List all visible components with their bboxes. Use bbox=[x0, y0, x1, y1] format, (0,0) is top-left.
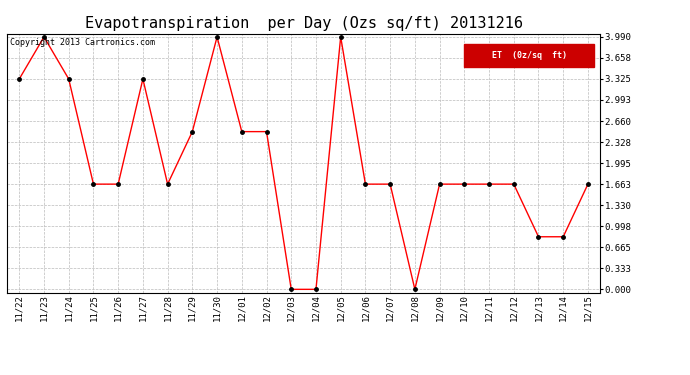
Bar bbox=[464, 44, 594, 68]
Title: Evapotranspiration  per Day (Ozs sq/ft) 20131216: Evapotranspiration per Day (Ozs sq/ft) 2… bbox=[85, 16, 522, 31]
Text: ET  (0z/sq  ft): ET (0z/sq ft) bbox=[491, 51, 566, 60]
Text: Copyright 2013 Cartronics.com: Copyright 2013 Cartronics.com bbox=[10, 38, 155, 46]
